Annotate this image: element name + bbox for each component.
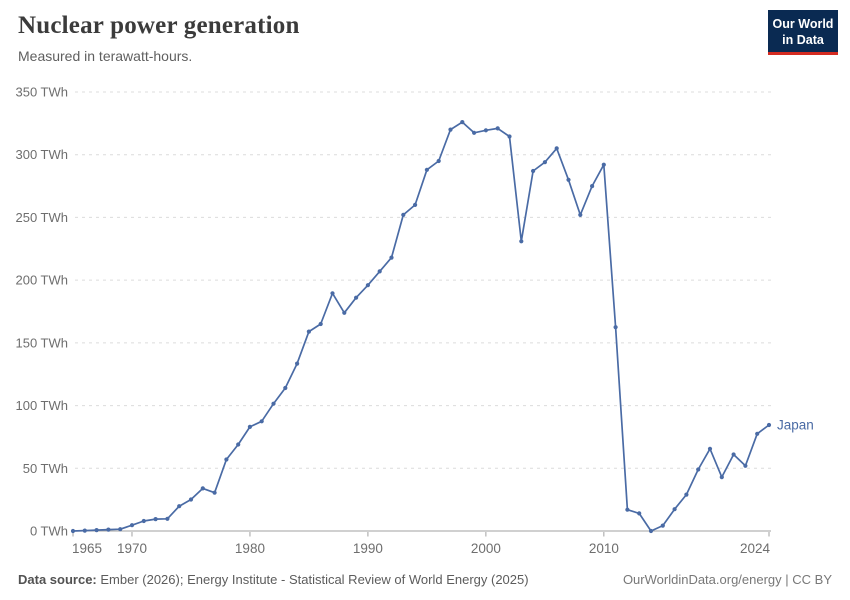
data-point-marker[interactable]: [719, 475, 724, 480]
data-point-marker[interactable]: [153, 517, 158, 522]
data-point-marker[interactable]: [613, 325, 618, 330]
x-axis-tick-label: 1990: [353, 541, 383, 556]
data-point-marker[interactable]: [660, 523, 665, 528]
data-point-marker[interactable]: [495, 126, 500, 131]
data-point-marker[interactable]: [212, 490, 217, 495]
data-point-marker[interactable]: [106, 527, 111, 532]
data-point-marker[interactable]: [306, 329, 311, 334]
y-axis-tick-label: 350 TWh: [15, 85, 68, 100]
data-point-marker[interactable]: [365, 283, 370, 288]
x-axis-tick-label: 1980: [235, 541, 265, 556]
x-axis-tick-label: 1970: [117, 541, 147, 556]
data-point-marker[interactable]: [766, 422, 772, 428]
y-axis-tick-label: 0 TWh: [30, 524, 68, 539]
data-point-marker[interactable]: [542, 160, 548, 165]
data-source-note: Data source: Ember (2026); Energy Instit…: [18, 572, 529, 587]
data-point-marker[interactable]: [460, 120, 465, 125]
data-point-marker[interactable]: [601, 162, 606, 167]
data-point-marker[interactable]: [118, 527, 123, 532]
chart-subtitle: Measured in terawatt-hours.: [18, 47, 193, 64]
y-axis-tick-label: 200 TWh: [15, 273, 68, 288]
page-title: Nuclear power generation: [18, 12, 300, 39]
data-point-marker[interactable]: [707, 446, 713, 451]
data-point-marker[interactable]: [330, 291, 335, 296]
data-point-marker[interactable]: [684, 492, 689, 497]
data-point-marker[interactable]: [507, 134, 512, 139]
data-point-marker[interactable]: [648, 528, 654, 534]
x-axis-tick-label: 2010: [589, 541, 619, 556]
data-point-marker[interactable]: [377, 269, 382, 274]
line-series[interactable]: [72, 121, 770, 532]
data-point-marker[interactable]: [200, 486, 205, 491]
data-source-label: Data source:: [18, 572, 97, 587]
y-axis-tick-label: 50 TWh: [23, 461, 68, 476]
data-point-marker[interactable]: [755, 431, 760, 436]
data-point-marker[interactable]: [625, 507, 630, 512]
data-point-marker[interactable]: [578, 212, 583, 217]
data-point-marker[interactable]: [165, 516, 170, 521]
data-point-marker[interactable]: [224, 457, 229, 462]
data-source-text: Ember (2026); Energy Institute - Statist…: [96, 572, 529, 587]
data-point-marker[interactable]: [554, 146, 559, 151]
data-point-marker[interactable]: [590, 184, 595, 189]
data-point-marker[interactable]: [436, 158, 441, 164]
x-axis-tick-label: 2000: [471, 541, 501, 556]
data-point-marker[interactable]: [342, 310, 347, 315]
data-point-marker[interactable]: [389, 255, 394, 260]
data-point-marker[interactable]: [672, 507, 677, 512]
y-axis-tick-label: 250 TWh: [15, 210, 68, 225]
chart-header: Nuclear power generation Measured in ter…: [18, 12, 300, 64]
data-point-marker[interactable]: [743, 463, 748, 468]
data-point-marker[interactable]: [129, 523, 135, 528]
data-point-marker[interactable]: [566, 177, 571, 182]
series-end-label: Japan: [777, 418, 814, 433]
data-point-marker[interactable]: [247, 424, 252, 429]
y-axis-tick-label: 150 TWh: [15, 335, 68, 350]
data-point-marker[interactable]: [354, 295, 359, 300]
data-point-marker[interactable]: [401, 212, 406, 217]
data-point-marker[interactable]: [177, 504, 182, 509]
data-point-marker[interactable]: [70, 528, 76, 534]
data-point-marker[interactable]: [236, 442, 241, 447]
y-axis-tick-label: 300 TWh: [15, 147, 68, 162]
owid-logo-line2: in Data: [782, 33, 824, 47]
x-axis-tick-label: 2024: [740, 541, 771, 556]
data-point-marker[interactable]: [283, 385, 288, 391]
data-point-marker[interactable]: [413, 202, 418, 207]
data-point-marker[interactable]: [94, 528, 99, 533]
data-point-marker[interactable]: [259, 419, 264, 424]
data-point-marker[interactable]: [448, 127, 453, 132]
data-point-marker[interactable]: [318, 321, 323, 327]
y-axis-tick-label: 100 TWh: [15, 398, 68, 413]
data-point-marker[interactable]: [531, 168, 536, 174]
data-point-marker[interactable]: [271, 401, 276, 406]
data-point-marker[interactable]: [424, 167, 429, 172]
data-point-marker[interactable]: [696, 467, 701, 472]
data-point-marker[interactable]: [188, 497, 194, 502]
data-point-marker[interactable]: [637, 511, 642, 516]
data-point-marker[interactable]: [82, 528, 87, 533]
data-point-marker[interactable]: [483, 128, 488, 133]
data-point-marker[interactable]: [295, 361, 300, 366]
data-point-marker[interactable]: [472, 130, 477, 135]
owid-logo[interactable]: Our World in Data: [768, 10, 838, 55]
credit-link[interactable]: OurWorldinData.org/energy | CC BY: [622, 572, 832, 587]
data-point-marker[interactable]: [141, 518, 146, 524]
x-axis-tick-label: 1965: [72, 541, 102, 556]
data-point-marker[interactable]: [519, 239, 524, 244]
data-point-marker[interactable]: [731, 452, 736, 457]
owid-logo-line1: Our World: [772, 17, 834, 31]
